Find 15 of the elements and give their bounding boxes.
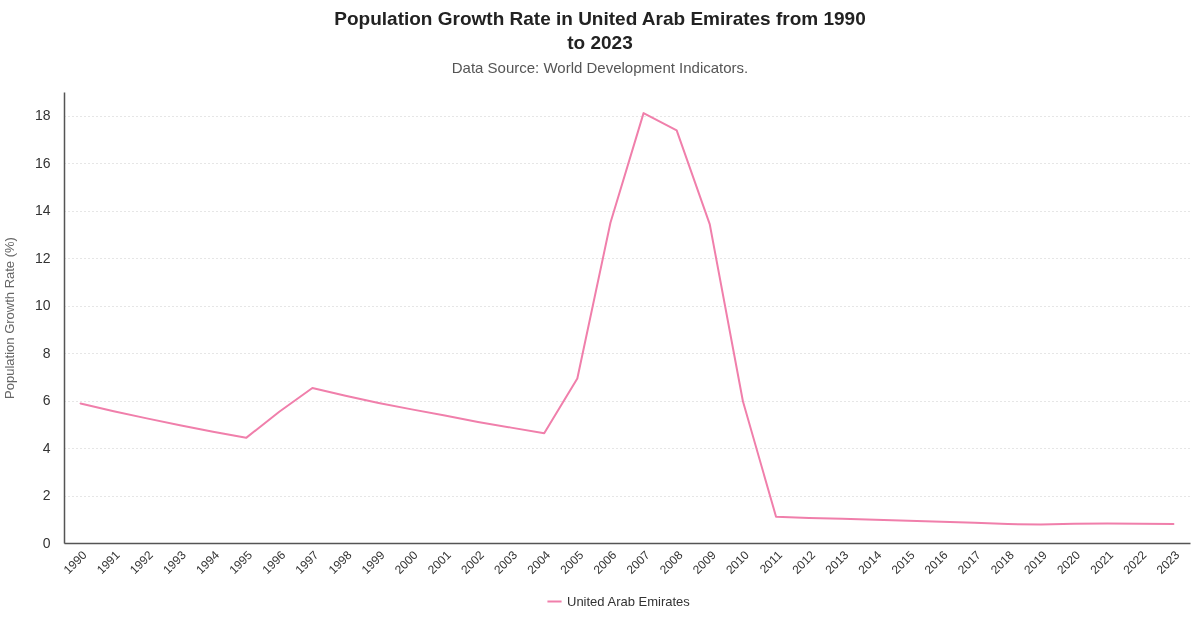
y-tick-label: 4	[42, 439, 51, 456]
legend-label: United Arab Emirates	[567, 593, 691, 609]
y-tick-label: 14	[34, 202, 51, 219]
y-tick-label: 16	[34, 154, 51, 171]
y-tick-label: 2	[42, 487, 51, 504]
chart-subtitle: Data Source: World Development Indicators.	[451, 59, 749, 76]
y-tick-label: 10	[34, 297, 51, 314]
y-tick-label: 8	[42, 344, 51, 361]
line-series	[79, 112, 1175, 526]
chart-title: Population Growth Rate in United Arab Emirates from 1990 to 2023	[334, 8, 866, 53]
y-tick-label: 18	[34, 107, 51, 124]
y-tick-label: 6	[42, 392, 51, 409]
y-tick-label: 0	[42, 534, 51, 551]
y-axis-title: Population Growth Rate (%)	[1, 237, 17, 399]
y-tick-label: 12	[34, 249, 51, 266]
